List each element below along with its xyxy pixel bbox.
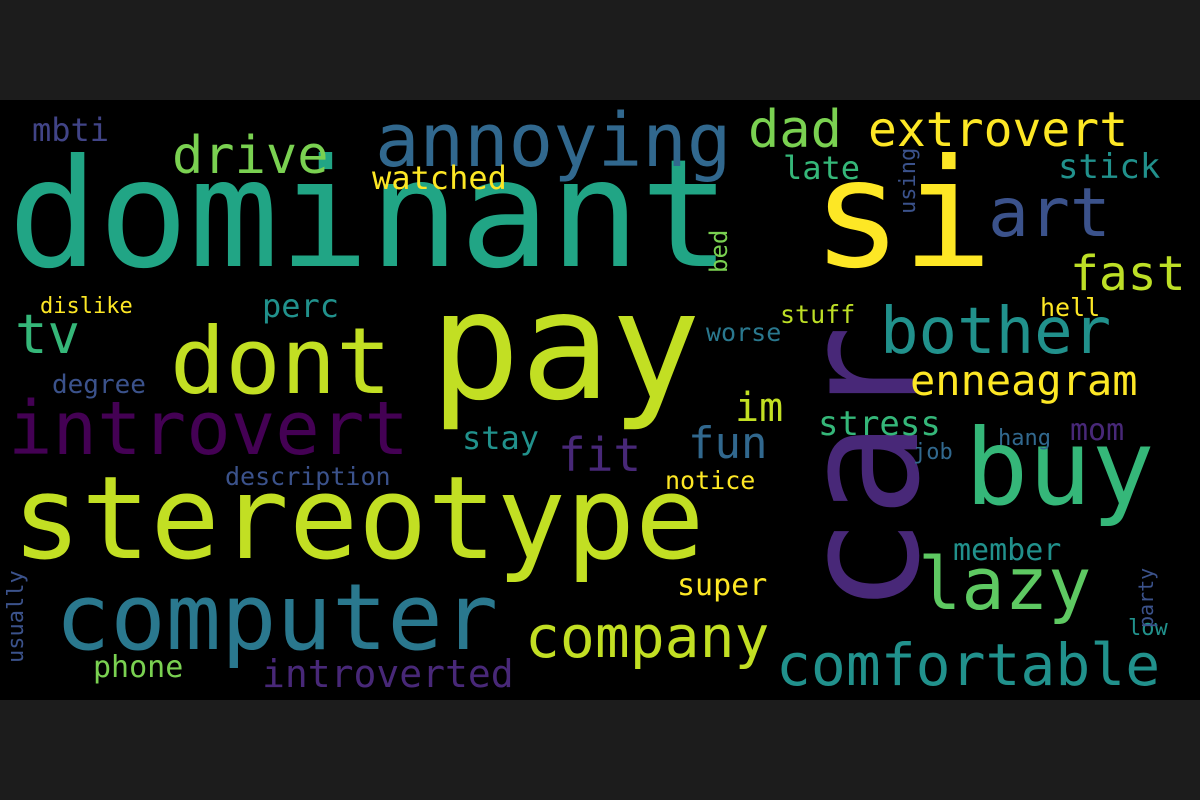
word-stuff: stuff	[780, 300, 856, 329]
word-bother: bother	[880, 295, 1112, 369]
word-notice: notice	[665, 466, 756, 495]
word-stay: stay	[462, 419, 540, 457]
word-company: company	[525, 603, 770, 671]
word-perc: perc	[262, 287, 340, 325]
word-drive: drive	[172, 126, 329, 186]
word-mbti: mbti	[32, 111, 110, 149]
word-degree: degree	[52, 370, 146, 400]
word-comfortable: comfortable	[776, 631, 1161, 699]
word-stress: stress	[818, 404, 941, 444]
word-computer: computer	[55, 564, 499, 671]
word-bed: bed	[705, 229, 733, 273]
word-job: job	[913, 440, 953, 465]
word-art: art	[988, 174, 1111, 253]
word-member: member	[953, 533, 1062, 568]
word-lazy: lazy	[918, 542, 1092, 626]
word-dislike: dislike	[40, 294, 133, 319]
word-low: low	[1128, 616, 1168, 641]
word-dont: dont	[170, 308, 392, 415]
word-fun: fun	[688, 418, 768, 469]
word-introverted: introverted	[262, 652, 514, 696]
word-tv: tv	[15, 303, 81, 366]
word-using: using	[896, 147, 921, 214]
word-description: description	[225, 462, 391, 491]
word-extrovert: extrovert	[868, 102, 1129, 158]
word-dominant: dominant	[8, 128, 731, 302]
word-annoying: annoying	[375, 100, 732, 184]
word-si: si	[812, 128, 993, 302]
word-hang: hang	[998, 426, 1051, 451]
word-buy: buy	[965, 407, 1155, 529]
word-stick: stick	[1058, 147, 1161, 187]
word-party: party	[1134, 567, 1158, 628]
word-stereotype: stereotype	[12, 452, 705, 586]
word-fit: fit	[558, 428, 642, 482]
word-phone: phone	[93, 650, 184, 685]
word-worse: worse	[706, 318, 782, 347]
word-introvert: introvert	[8, 386, 409, 472]
word-late: late	[783, 149, 861, 187]
word-usually: usually	[4, 570, 29, 663]
word-hell: hell	[1040, 293, 1101, 322]
word-enneagram: enneagram	[910, 356, 1138, 405]
word-pay: pay	[430, 260, 701, 434]
word-watched: watched	[372, 159, 507, 197]
word-super: super	[677, 568, 768, 603]
word-fast: fast	[1070, 246, 1186, 302]
word-im: im	[735, 385, 784, 431]
word-cloud: dominant si pay car stereotype buy dont compute…	[0, 100, 1200, 700]
word-dad: dad	[748, 100, 842, 160]
word-mom: mom	[1070, 413, 1125, 448]
